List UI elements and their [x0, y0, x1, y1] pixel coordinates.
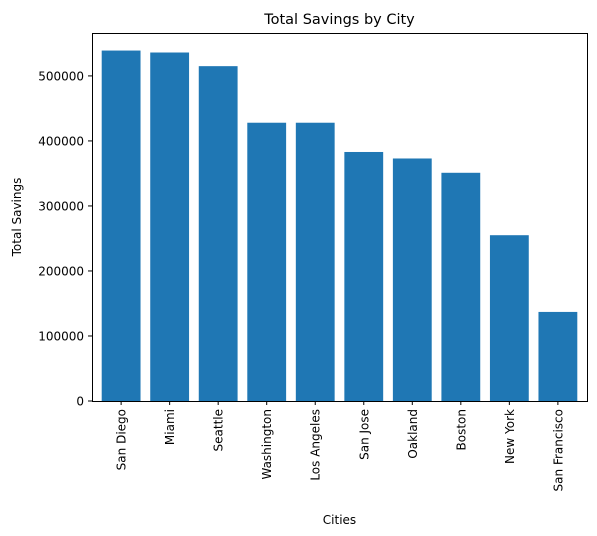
x-axis-label: Cities — [323, 513, 356, 527]
x-tick-label: San Jose — [357, 409, 371, 460]
bar-boston — [441, 173, 480, 401]
bar-miami — [150, 53, 189, 401]
chart-title: Total Savings by City — [263, 12, 415, 28]
bars-group — [102, 51, 578, 401]
bar-san-jose — [344, 152, 383, 401]
x-tick-label: Los Angeles — [309, 409, 323, 481]
bar-new-york — [490, 235, 529, 401]
y-axis-label: Total Savings — [10, 178, 24, 258]
bar-washington — [247, 123, 286, 401]
x-axis-ticks: San Diego Miami Seattle Washington Los Angel… — [115, 401, 566, 491]
bar-san-francisco — [538, 312, 577, 401]
x-tick-label: San Diego — [115, 409, 129, 470]
bar-san-diego — [102, 51, 141, 401]
y-axis-ticks: 0 100000 200000 300000 400000 500000 — [38, 69, 92, 408]
x-tick-label: Miami — [163, 409, 177, 445]
y-tick-label: 400000 — [38, 134, 84, 148]
x-tick-label: San Francisco — [551, 409, 565, 491]
x-tick-label: Washington — [260, 409, 274, 480]
y-tick-label: 300000 — [38, 199, 84, 213]
bar-oakland — [393, 158, 432, 401]
y-tick-label: 500000 — [38, 69, 84, 83]
bar-los-angeles — [296, 123, 335, 401]
x-tick-label: Boston — [454, 409, 468, 450]
bar-seattle — [199, 66, 238, 401]
x-tick-label: Seattle — [212, 409, 226, 451]
y-tick-label: 200000 — [38, 264, 84, 278]
y-tick-label: 100000 — [38, 329, 84, 343]
y-tick-label: 0 — [76, 395, 84, 409]
x-tick-label: New York — [503, 409, 517, 464]
x-tick-label: Oakland — [406, 409, 420, 459]
